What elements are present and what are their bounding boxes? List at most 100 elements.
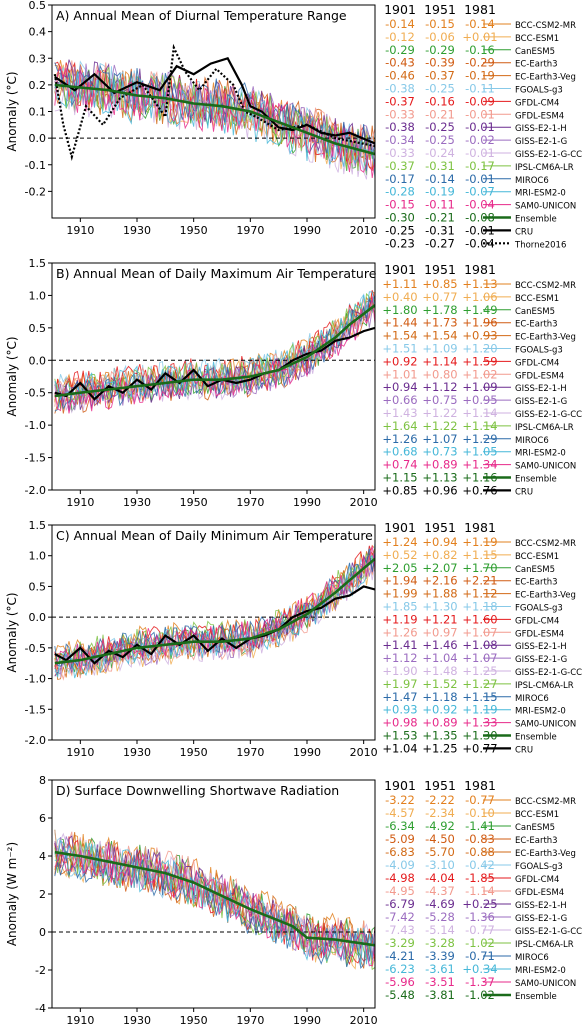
legend-label: EC-Earth3 [515,320,558,330]
trend-value: -0.16 [465,43,495,57]
y-tick-label: 0.4 [29,26,47,39]
trend-value: -0.17 [465,159,495,173]
trend-value: +1.30 [462,729,497,743]
trend-value: +1.13 [422,471,457,485]
panel-title: D) Surface Downwelling Shortwave Radiati… [56,783,339,798]
legend-label: GFDL-CM4 [515,875,559,885]
trend-value: +0.89 [422,458,457,472]
legend-label: GISS-E2-1-H [515,124,567,134]
trend-value: +1.12 [462,587,497,601]
trend-value: -0.01 [465,146,495,160]
trend-row: -0.38 -0.25 -0.11 FGOALS-g3 [385,82,563,96]
legend-label: GISS-E2-1-H [515,642,567,652]
panel-title: A) Annual Mean of Diurnal Temperature Ra… [56,8,347,23]
trend-value: +0.77 [462,741,497,755]
legend-label: FGOALS-g3 [515,86,563,96]
trend-value: -0.12 [385,30,415,44]
legend-label: GFDL-CM4 [515,358,559,368]
trend-value: -4.37 [425,884,455,898]
column-header: 1981 [464,520,496,535]
trend-row: +1.19 +1.21 +1.60 GFDL-CM4 [382,612,559,626]
trend-value: -0.16 [425,94,455,108]
column-header: 1951 [424,520,456,535]
x-tick-label: 1950 [180,496,208,509]
legend-label: SAM0-UNICON [515,720,576,730]
x-tick-label: 1950 [180,1014,208,1024]
y-tick-label: -4 [35,1002,46,1015]
trend-value: +1.51 [382,342,417,356]
x-tick-label: 1970 [236,224,264,237]
x-tick-label: 1910 [66,1014,94,1024]
trend-value: +1.08 [462,638,497,652]
trend-value: +1.90 [382,664,417,678]
trend-value: +1.12 [422,380,457,394]
trend-table: 1901 1951 1981-0.14 -0.15 -0.14 BCC-CSM2-MR-0… [384,2,582,250]
column-header: 1901 [384,520,416,535]
x-tick-label: 1970 [236,1014,264,1024]
trend-value: -0.37 [385,94,415,108]
legend-label: BCC-ESM1 [515,294,559,304]
trend-value: +1.11 [382,277,417,291]
column-header: 1901 [384,2,416,17]
trend-value: -0.37 [425,69,455,83]
trend-value: +1.94 [382,574,417,588]
y-tick-label: -0.2 [25,185,46,198]
trend-value: -0.29 [425,43,455,57]
ensemble-line [54,557,375,665]
trend-row: +1.90 +1.48 +1.25 GISS-E2-1-G-CC [382,664,582,678]
trend-value: -0.30 [385,211,415,225]
legend-label: GFDL-ESM4 [515,371,564,381]
trend-value: -3.22 [385,793,415,807]
trend-value: +1.20 [462,342,497,356]
trend-row: +0.93 +0.92 +1.19 MRI-ESM2-0 [382,703,565,717]
trend-value: +1.52 [422,677,457,691]
trend-value: +0.76 [462,483,497,497]
trend-value: +1.44 [382,316,417,330]
trend-row: -5.48 -3.81 -1.02 Ensemble [385,988,557,1002]
trend-value: +0.82 [422,548,457,562]
trend-row: -0.34 -0.25 -0.02 GISS-E2-1-G [385,133,567,147]
trend-value: -0.09 [465,94,495,108]
trend-value: -0.24 [425,146,455,160]
legend-label: IPSL-CM6A-LR [515,940,574,950]
trend-value: -3.61 [425,962,455,976]
trend-row: -4.09 -3.10 -0.42 FGOALS-g3 [385,858,563,872]
legend-label: EC-Earth3 [515,836,558,846]
trend-value: -7.43 [385,923,415,937]
model-line-sam0-unicon [54,843,375,967]
trend-value: +1.97 [382,677,417,691]
trend-value: -0.21 [425,211,455,225]
column-header: 1901 [384,778,416,793]
y-tick-label: 6 [39,812,46,825]
x-tick-label: 2010 [350,1014,378,1024]
trend-value: -3.29 [385,936,415,950]
trend-row: +1.01 +0.80 +1.02 GFDL-ESM4 [382,367,564,381]
trend-value: +1.09 [462,380,497,394]
trend-value: +0.85 [382,483,417,497]
axes-frame [51,262,376,491]
legend-label: FGOALS-g3 [515,862,563,872]
trend-value: +1.15 [462,548,497,562]
trend-value: +1.43 [382,406,417,420]
legend-label: FGOALS-g3 [515,604,563,614]
trend-row: +1.41 +1.46 +1.08 GISS-E2-1-H [382,638,566,652]
trend-value: -6.34 [385,819,415,833]
legend-label: IPSL-CM6A-LR [515,423,574,433]
x-tick-label: 1990 [293,496,321,509]
trend-value: +1.07 [422,432,457,446]
trend-value: -0.14 [425,172,455,186]
trend-value: +1.48 [422,664,457,678]
trend-value: +1.19 [382,612,417,626]
trend-value: +1.12 [382,651,417,665]
trend-value: -0.15 [385,198,415,212]
trend-row: -0.14 -0.15 -0.14 BCC-CSM2-MR [385,17,576,31]
trend-row: +1.12 +1.04 +1.07 GISS-E2-1-G [382,651,567,665]
y-tick-label: -0.1 [25,159,46,172]
trend-value: -1.02 [465,988,495,1002]
legend-label: CanESM5 [515,307,555,317]
trend-value: -0.17 [385,172,415,186]
trend-value: -0.31 [425,159,455,173]
trend-row: -7.42 -5.28 -1.36 GISS-E2-1-G [385,910,567,924]
trend-value: +1.47 [382,690,417,704]
x-tick-label: 1990 [293,224,321,237]
